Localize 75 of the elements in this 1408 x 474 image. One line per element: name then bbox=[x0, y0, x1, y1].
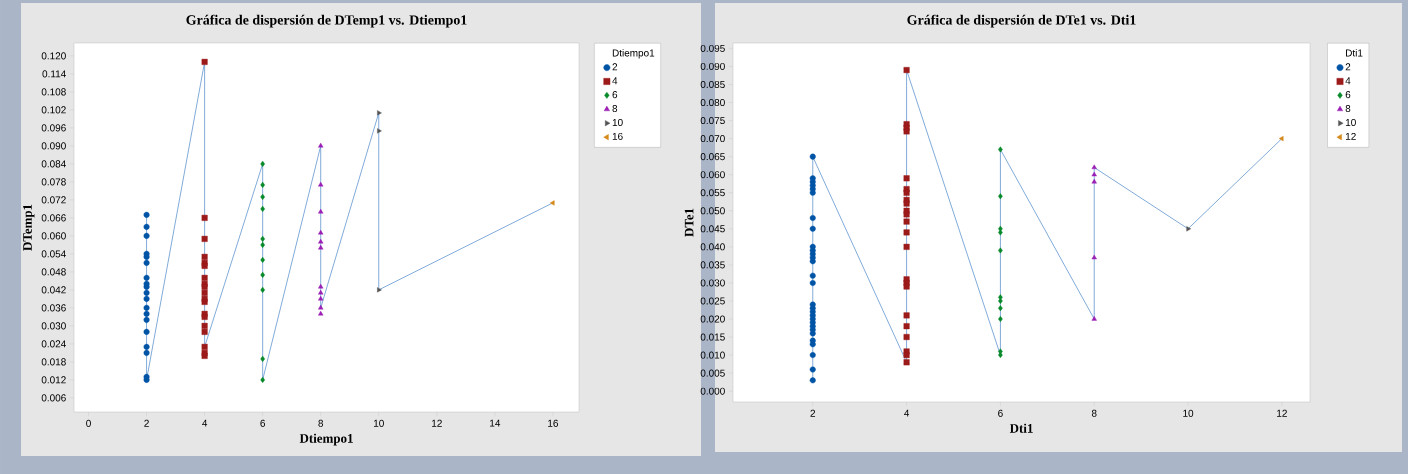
y-axis-title: DTemp1 bbox=[23, 204, 35, 251]
y-tick-label: 0.048 bbox=[41, 268, 66, 276]
x-tick-label: 10 bbox=[373, 419, 384, 427]
legend-label: 12 bbox=[1345, 132, 1356, 140]
y-tick-label: 0.024 bbox=[41, 340, 66, 348]
legend-label: 6 bbox=[1345, 91, 1351, 99]
legend-label: 10 bbox=[1345, 118, 1356, 127]
legend-label: 8 bbox=[1345, 105, 1351, 113]
y-tick-label: 0.030 bbox=[700, 279, 725, 287]
y-tick-label: 0.070 bbox=[700, 135, 725, 143]
y-tick-label: 0.075 bbox=[700, 117, 725, 125]
x-tick-label: 12 bbox=[1277, 409, 1287, 417]
y-tick-label: 0.102 bbox=[41, 106, 66, 114]
y-tick-label: 0.084 bbox=[41, 160, 66, 168]
x-tick-label: 2 bbox=[810, 409, 816, 417]
y-tick-label: 0.018 bbox=[41, 358, 66, 366]
y-tick-label: 0.040 bbox=[700, 243, 725, 251]
y-tick-label: 0.006 bbox=[41, 394, 66, 402]
y-tick-label: 0.005 bbox=[700, 369, 725, 377]
y-tick-label: 0.045 bbox=[700, 225, 725, 233]
x-tick-label: 2 bbox=[144, 419, 149, 427]
y-tick-label: 0.060 bbox=[41, 232, 66, 240]
y-tick-label: 0.114 bbox=[42, 70, 66, 78]
y-tick-label: 0.090 bbox=[700, 62, 725, 70]
y-tick-label: 0.065 bbox=[700, 153, 725, 161]
legend-label: 2 bbox=[612, 63, 618, 71]
y-tick-label: 0.030 bbox=[41, 322, 66, 330]
legend-label: 4 bbox=[1345, 77, 1351, 85]
y-tick-label: 0.120 bbox=[41, 52, 66, 60]
chart-title: Gráfica de dispersión de DTemp1 vs. Dtiempo1 bbox=[186, 14, 467, 28]
legend-title: Dti1 bbox=[1346, 49, 1363, 57]
legend-label: 8 bbox=[612, 105, 618, 113]
y-tick-label: 0.050 bbox=[700, 207, 725, 215]
y-tick-label: 0.015 bbox=[700, 333, 725, 341]
legend-label: 4 bbox=[612, 77, 618, 85]
legend-label: 2 bbox=[1345, 63, 1351, 71]
x-tick-label: 16 bbox=[548, 419, 558, 427]
x-tick-label: 6 bbox=[260, 419, 266, 427]
legend-title: Dtiempo1 bbox=[612, 49, 655, 59]
y-tick-label: 0.012 bbox=[41, 376, 66, 384]
y-tick-label: 0.066 bbox=[41, 214, 66, 222]
chart-title: Gráfica de dispersión de DTe1 vs. Dti1 bbox=[907, 14, 1136, 28]
y-tick-label: 0.096 bbox=[41, 124, 66, 132]
legend-label: 16 bbox=[612, 132, 623, 140]
x-tick-label: 4 bbox=[202, 419, 208, 427]
y-tick-label: 0.108 bbox=[41, 88, 66, 96]
legend-label: 10 bbox=[612, 118, 623, 127]
x-tick-label: 8 bbox=[318, 419, 324, 427]
y-tick-label: 0.072 bbox=[41, 196, 66, 204]
y-tick-label: 0.078 bbox=[41, 178, 66, 186]
x-tick-label: 10 bbox=[1183, 409, 1194, 417]
y-tick-label: 0.060 bbox=[700, 171, 725, 179]
y-tick-label: 0.010 bbox=[700, 351, 725, 359]
y-tick-label: 0.036 bbox=[41, 304, 66, 312]
x-tick-label: 14 bbox=[490, 419, 501, 427]
y-tick-label: 0.054 bbox=[41, 250, 66, 258]
x-tick-label: 6 bbox=[998, 409, 1003, 417]
y-axis-title: DTe1 bbox=[684, 208, 694, 237]
y-tick-label: 0.080 bbox=[700, 99, 725, 107]
x-tick-label: 12 bbox=[432, 419, 442, 427]
x-tick-label: 4 bbox=[904, 409, 910, 417]
y-tick-label: 0.025 bbox=[700, 297, 725, 305]
x-tick-label: 0 bbox=[86, 419, 91, 427]
legend-label: 6 bbox=[612, 91, 618, 99]
x-tick-label: 8 bbox=[1091, 409, 1097, 417]
y-tick-label: 0.095 bbox=[700, 44, 725, 52]
y-tick-label: 0.055 bbox=[700, 189, 725, 197]
y-tick-label: 0.042 bbox=[41, 286, 66, 294]
y-tick-label: 0.085 bbox=[700, 80, 725, 88]
y-tick-label: 0.000 bbox=[700, 387, 725, 395]
x-axis-title: Dtiempo1 bbox=[299, 433, 353, 446]
y-tick-label: 0.020 bbox=[700, 315, 725, 323]
x-axis-title: Dti1 bbox=[1009, 423, 1033, 433]
y-tick-label: 0.090 bbox=[41, 142, 66, 150]
y-tick-label: 0.035 bbox=[700, 261, 725, 269]
